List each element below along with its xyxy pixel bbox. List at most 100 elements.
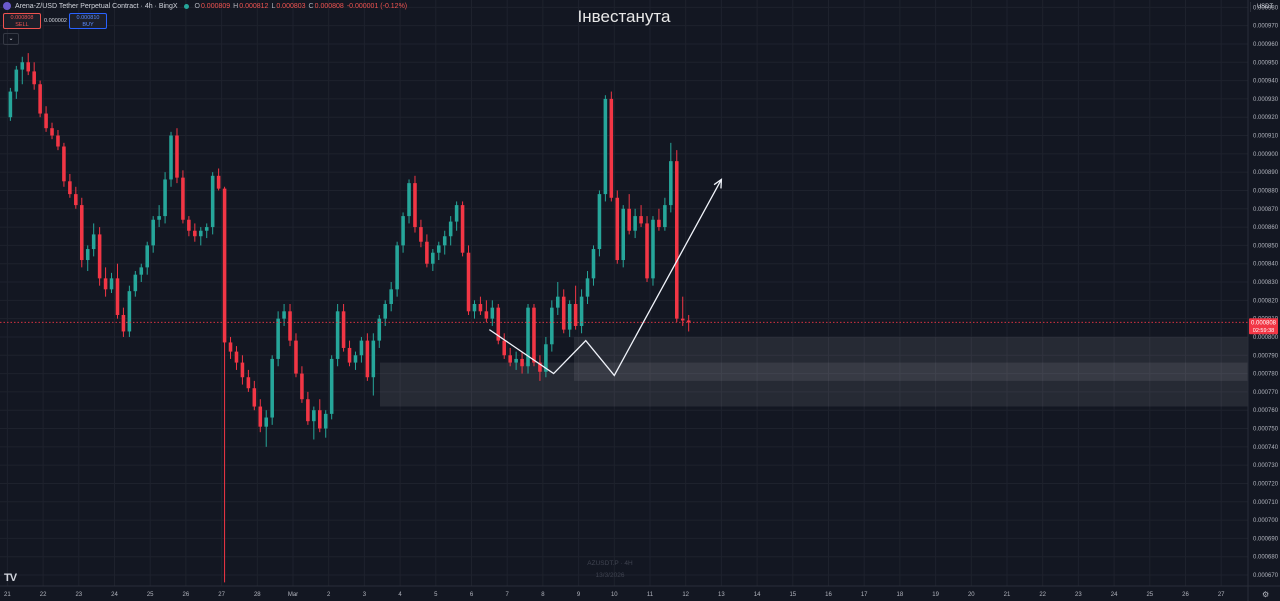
bar-countdown: 02:59:38 — [1253, 328, 1274, 334]
candle — [139, 263, 144, 283]
candle — [222, 186, 227, 583]
candle-body — [508, 355, 512, 363]
candle-body — [145, 245, 150, 268]
support-zone[interactable] — [380, 362, 1248, 407]
candle-body — [550, 307, 554, 345]
x-tick-label: 21 — [4, 592, 11, 598]
y-tick-label: 0.000780 — [1253, 372, 1279, 378]
currency-selector[interactable]: USDT — [1250, 2, 1279, 12]
candle-body — [103, 278, 108, 290]
projection-path[interactable] — [488, 179, 722, 377]
x-tick-label: 26 — [1182, 592, 1189, 598]
x-tick-label: 24 — [1111, 592, 1118, 598]
candle-body — [323, 413, 328, 429]
candle-body — [234, 351, 239, 363]
candle-body — [466, 252, 471, 312]
candle — [8, 87, 13, 121]
candle — [532, 303, 536, 367]
candle-body — [502, 340, 507, 356]
candle — [347, 340, 352, 367]
x-tick-label: 21 — [1004, 592, 1011, 598]
candle-body — [44, 113, 48, 129]
candle — [508, 347, 512, 367]
candle — [50, 122, 54, 140]
candle-body — [365, 340, 370, 378]
buy-button[interactable]: 0.000810 BUY — [69, 13, 107, 29]
y-tick-label: 0.000790 — [1253, 353, 1279, 359]
candle-body — [401, 216, 405, 246]
candle — [567, 300, 572, 337]
candle — [597, 190, 602, 257]
open-value: 0.000809 — [200, 2, 231, 10]
candle — [490, 300, 495, 326]
time-axis[interactable]: 21 22 23 24 25 26 27 28 Mar 2 3 4 5 6 7 8 9 10 11 12 13 14 15 1… — [4, 592, 1225, 598]
x-tick-label: 11 — [647, 592, 654, 598]
candle-body — [377, 318, 382, 341]
y-tick-label: 0.000770 — [1253, 390, 1279, 396]
candle-body — [657, 219, 661, 228]
sell-button[interactable]: 0.000808 SELL — [3, 13, 41, 29]
candle-body — [490, 307, 495, 319]
candle — [460, 201, 465, 257]
candle-body — [585, 278, 590, 297]
candle-body — [436, 245, 441, 253]
chart-grid — [0, 0, 1248, 586]
candle — [686, 314, 691, 332]
candle-body — [300, 373, 304, 400]
candle — [312, 406, 316, 440]
candle-body — [121, 314, 126, 332]
candle-body — [264, 417, 269, 427]
chart-title: Інвестанута — [577, 7, 671, 26]
y-tick-label: 0.000960 — [1253, 42, 1279, 48]
candle — [442, 230, 447, 255]
symbol-logo-icon — [3, 2, 11, 10]
candle-body — [621, 208, 626, 261]
candle — [20, 56, 25, 85]
y-tick-label: 0.000710 — [1253, 500, 1279, 506]
candle — [187, 216, 191, 237]
y-tick-label: 0.000820 — [1253, 298, 1279, 304]
candle — [401, 212, 405, 253]
symbol-title[interactable]: Arena-Z/USD Tether Perpetual Contract · … — [15, 2, 178, 10]
chevron-down-icon: ⌄ — [8, 36, 14, 42]
candle-body — [115, 278, 120, 315]
candle — [555, 282, 560, 315]
open-label: O — [194, 2, 200, 10]
support-zone[interactable] — [574, 336, 1248, 381]
candle-body — [359, 340, 364, 356]
x-tick-label: 9 — [577, 592, 581, 598]
candle-body — [270, 358, 274, 418]
candle-body — [109, 278, 114, 290]
candle — [538, 355, 542, 381]
candle — [127, 285, 132, 337]
close-value: 0.000808 — [314, 2, 344, 10]
candle — [514, 351, 518, 370]
candle — [520, 351, 524, 374]
candle — [97, 227, 102, 286]
candle — [484, 300, 489, 323]
candle — [151, 216, 155, 253]
x-tick-label: 17 — [861, 592, 868, 598]
candle — [181, 170, 185, 224]
candle-body — [597, 194, 602, 250]
price-axis[interactable]: 0.000980 0.000970 0.000960 0.000950 0.000940… — [1253, 5, 1279, 579]
y-tick-label: 0.000950 — [1253, 60, 1279, 66]
candle-body — [496, 307, 501, 341]
candle — [91, 223, 96, 257]
legend-header: Arena-Z/USD Tether Perpetual Contract · … — [0, 0, 1248, 12]
x-tick-label: 13 — [718, 592, 725, 598]
candle-body — [8, 91, 13, 118]
candle-body — [371, 340, 376, 378]
buy-price: 0.000810 — [76, 15, 100, 21]
projection-drawing[interactable] — [488, 178, 723, 377]
candle-body — [389, 289, 393, 304]
x-tick-label: 22 — [40, 592, 47, 598]
collapse-legend-button[interactable]: ⌄ — [3, 33, 19, 45]
candle-body — [32, 71, 36, 85]
x-tick-label: 10 — [611, 592, 618, 598]
candle-body — [306, 399, 310, 422]
gear-icon[interactable]: ⚙ — [1262, 590, 1270, 599]
candle — [44, 106, 48, 132]
sell-price: 0.000808 — [10, 15, 34, 21]
